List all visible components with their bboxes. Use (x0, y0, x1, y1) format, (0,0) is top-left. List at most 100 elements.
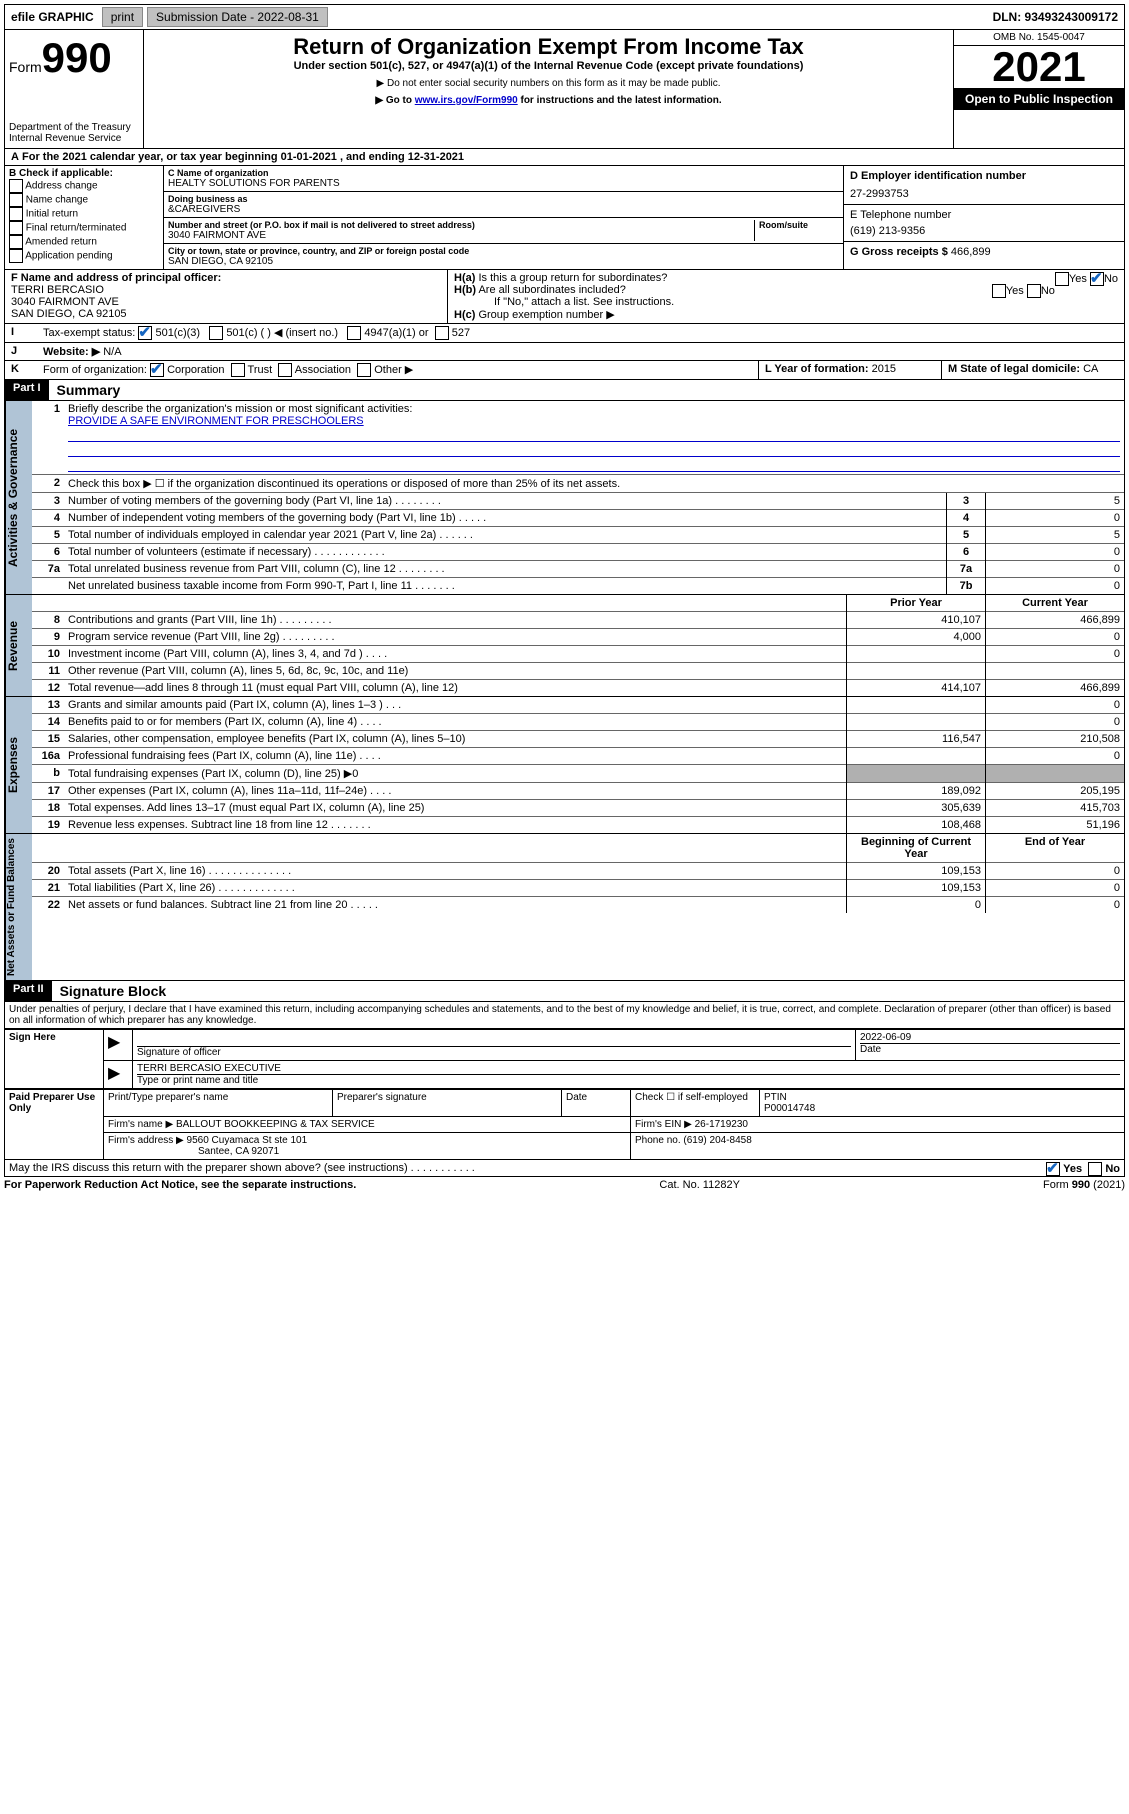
chk-address-change[interactable] (9, 179, 23, 193)
n21-c: 0 (986, 880, 1125, 897)
k-opt-0: Corporation (167, 364, 224, 376)
r10-d: Investment income (Part VIII, column (A)… (64, 646, 847, 663)
open-public-label: Open to Public Inspection (954, 88, 1124, 110)
e16b-p (847, 765, 986, 783)
e14-d: Benefits paid to or for members (Part IX… (64, 714, 847, 731)
e19-p: 108,468 (847, 817, 986, 834)
chk-final-return[interactable] (9, 221, 23, 235)
pp-h2: Preparer's signature (333, 1090, 562, 1117)
tax-year: 2021 (954, 46, 1124, 88)
street-value: 3040 FAIRMONT AVE (168, 230, 754, 241)
e14-p (847, 714, 986, 731)
print-button[interactable]: print (102, 7, 143, 27)
top-bar: efile GRAPHIC print Submission Date - 20… (4, 4, 1125, 30)
r10-p (847, 646, 986, 663)
e16a-d: Professional fundraising fees (Part IX, … (64, 748, 847, 765)
chk-501c[interactable] (209, 326, 223, 340)
chk-hb-yes[interactable] (992, 284, 1006, 298)
chk-501c3[interactable] (138, 326, 152, 340)
i-opt-1: 501(c) ( ) ◀ (insert no.) (226, 327, 338, 339)
no-label: No (1105, 1163, 1120, 1175)
i-label: Tax-exempt status: (43, 327, 135, 339)
chk-discuss-yes[interactable] (1046, 1162, 1060, 1176)
ln7b-n (32, 578, 64, 595)
city-label: City or town, state or province, country… (168, 246, 839, 256)
e13-d: Grants and similar amounts paid (Part IX… (64, 697, 847, 714)
ln6-v: 0 (986, 544, 1125, 561)
sign-date-label: Date (860, 1043, 1120, 1055)
k-opt-2: Association (295, 364, 351, 376)
r8-p: 410,107 (847, 612, 986, 629)
f-city: SAN DIEGO, CA 92105 (11, 308, 441, 320)
m-label: M State of legal domicile: (948, 363, 1080, 375)
chk-ha-yes[interactable] (1055, 272, 1069, 286)
e14-c: 0 (986, 714, 1125, 731)
mission-text[interactable]: PROVIDE A SAFE ENVIRONMENT FOR PRESCHOOL… (68, 415, 364, 427)
chk-hb-no[interactable] (1027, 284, 1041, 298)
col-end: End of Year (986, 834, 1125, 863)
chk-app-pending[interactable] (9, 249, 23, 263)
chk-initial-return[interactable] (9, 207, 23, 221)
e15-d: Salaries, other compensation, employee b… (64, 731, 847, 748)
r9-n: 9 (32, 629, 64, 646)
pp-h1: Print/Type preparer's name (104, 1090, 333, 1117)
chk-4947[interactable] (347, 326, 361, 340)
chk-corp[interactable] (150, 363, 164, 377)
firm-addr-label: Firm's address ▶ (108, 1135, 184, 1146)
r11-c (986, 663, 1125, 680)
part-i-header: Part I Summary (4, 380, 1125, 401)
ptin: P00014748 (764, 1103, 815, 1114)
chk-ha-no[interactable] (1090, 272, 1104, 286)
chk-name-change[interactable] (9, 193, 23, 207)
l-value: 2015 (872, 363, 896, 375)
chk-discuss-no[interactable] (1088, 1162, 1102, 1176)
irs-link[interactable]: www.irs.gov/Form990 (415, 95, 518, 106)
e19-c: 51,196 (986, 817, 1125, 834)
e14-n: 14 (32, 714, 64, 731)
k-opt-1: Trust (248, 364, 273, 376)
vtab-governance: Activities & Governance (5, 401, 32, 594)
chk-other[interactable] (357, 363, 371, 377)
form-number: 990 (42, 34, 112, 81)
section-revenue: Revenue Prior YearCurrent Year 8Contribu… (4, 595, 1125, 697)
chk-assoc[interactable] (278, 363, 292, 377)
e18-d: Total expenses. Add lines 13–17 (must eq… (64, 800, 847, 817)
ln6-box: 6 (947, 544, 986, 561)
ln7b-box: 7b (947, 578, 986, 595)
subtitle-2: ▶ Do not enter social security numbers o… (148, 78, 949, 89)
form-title: Return of Organization Exempt From Incom… (148, 34, 949, 60)
k-opt-3: Other ▶ (374, 364, 413, 376)
e16b-n: b (32, 765, 64, 783)
firm-ein-label: Firm's EIN ▶ (635, 1119, 692, 1130)
efile-label: efile GRAPHIC (5, 8, 100, 26)
firm-addr1: 9560 Cuyamaca St ste 101 (187, 1135, 308, 1146)
chk-amended[interactable] (9, 235, 23, 249)
footer-mid: Cat. No. 11282Y (659, 1179, 740, 1191)
firm-name: BALLOUT BOOKKEEPING & TAX SERVICE (176, 1119, 375, 1130)
k-label: Form of organization: (43, 364, 147, 376)
sign-date-value: 2022-06-09 (860, 1032, 1120, 1043)
r9-d: Program service revenue (Part VIII, line… (64, 629, 847, 646)
row-klm: K Form of organization: Corporation Trus… (4, 361, 1125, 380)
r12-c: 466,899 (986, 680, 1125, 697)
n21-p: 109,153 (847, 880, 986, 897)
irs-label: Internal Revenue Service (9, 133, 139, 144)
city-value: SAN DIEGO, CA 92105 (168, 256, 839, 267)
submission-date-button[interactable]: Submission Date - 2022-08-31 (147, 7, 328, 27)
b-opt-3: Final return/terminated (26, 223, 127, 234)
chk-trust[interactable] (231, 363, 245, 377)
chk-527[interactable] (435, 326, 449, 340)
irs-discuss-q: May the IRS discuss this return with the… (9, 1162, 475, 1174)
e17-c: 205,195 (986, 783, 1125, 800)
r8-c: 466,899 (986, 612, 1125, 629)
part-i-label: Part I (5, 380, 49, 400)
r8-d: Contributions and grants (Part VIII, lin… (64, 612, 847, 629)
dln-label: DLN: 93493243009172 (987, 8, 1124, 26)
hc-label: Group exemption number ▶ (478, 309, 614, 321)
pp-h4: Check ☐ if self-employed (631, 1090, 760, 1117)
col-prior: Prior Year (847, 595, 986, 612)
goto-suffix: for instructions and the latest informat… (518, 95, 722, 106)
ln3-d: Number of voting members of the governin… (64, 493, 947, 510)
arrow-icon: ▶ (108, 1034, 120, 1051)
org-name: HEALTY SOLUTIONS FOR PARENTS (168, 178, 839, 189)
